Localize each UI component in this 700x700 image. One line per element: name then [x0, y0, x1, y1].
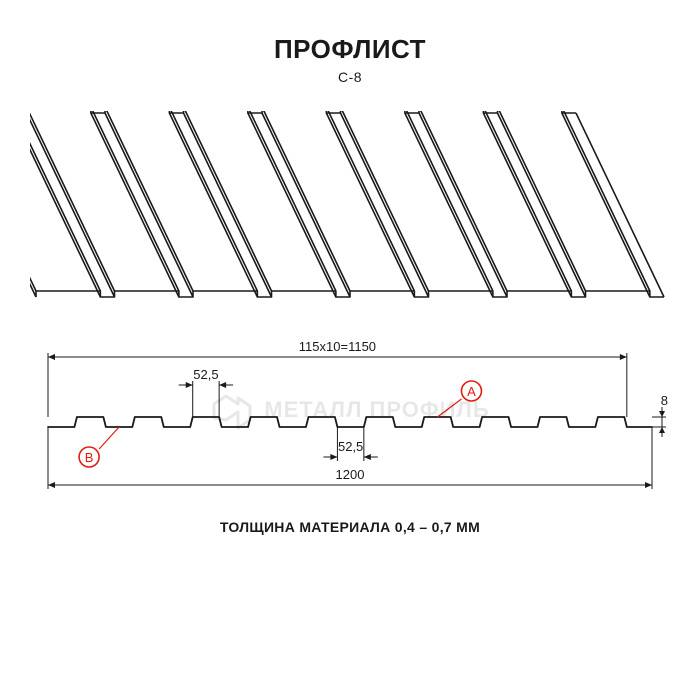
- isometric-view: [30, 111, 670, 301]
- svg-text:8: 8: [661, 393, 668, 408]
- model-code: С-8: [28, 69, 672, 85]
- cross-section-svg: 115х10=1150 52,5 A 52,5 B 1200 8: [30, 335, 670, 505]
- isometric-svg: [30, 111, 670, 301]
- svg-text:A: A: [467, 384, 476, 399]
- svg-text:1200: 1200: [336, 467, 365, 482]
- cross-section-view: 115х10=115052,5A52,5B12008 МЕТАЛЛ ПРОФИЛ…: [30, 335, 670, 485]
- thickness-note: ТОЛЩИНА МАТЕРИАЛА 0,4 – 0,7 ММ: [28, 519, 672, 535]
- page-title: ПРОФЛИСТ: [28, 34, 672, 65]
- svg-text:B: B: [85, 450, 94, 465]
- svg-text:52,5: 52,5: [193, 367, 218, 382]
- page: ПРОФЛИСТ С-8 115х10=115052,5A52,5B12008 …: [0, 0, 700, 700]
- svg-text:52,5: 52,5: [338, 439, 363, 454]
- svg-text:115х10=1150: 115х10=1150: [299, 339, 376, 354]
